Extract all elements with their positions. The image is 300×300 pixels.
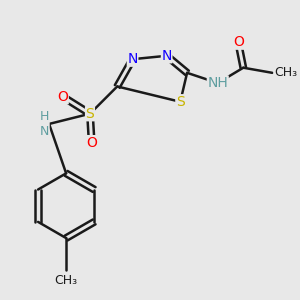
Text: N: N (128, 52, 138, 66)
Text: S: S (176, 95, 185, 109)
Text: CH₃: CH₃ (274, 66, 297, 79)
Text: O: O (57, 90, 68, 104)
Text: O: O (86, 136, 97, 150)
Text: NH: NH (207, 76, 228, 90)
Text: N: N (161, 49, 172, 63)
Text: CH₃: CH₃ (55, 274, 78, 286)
Text: S: S (85, 107, 94, 121)
Text: H
N: H N (40, 110, 49, 138)
Text: O: O (233, 35, 244, 49)
